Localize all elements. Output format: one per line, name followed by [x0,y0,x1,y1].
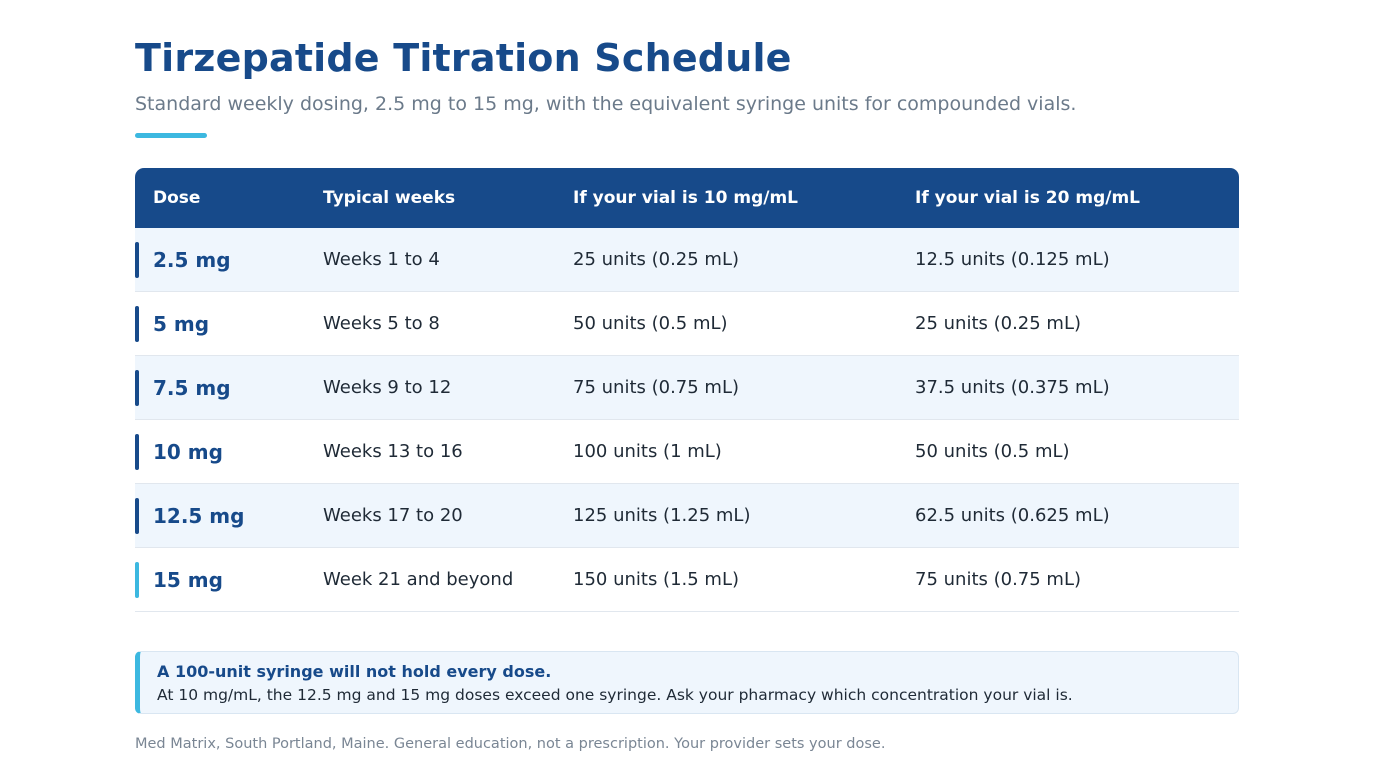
table-row: 2.5 mg Weeks 1 to 4 25 units (0.25 mL) 1… [135,228,1239,292]
table-row: 15 mg Week 21 and beyond 150 units (1.5 … [135,548,1239,612]
vial-10-cell: 125 units (1.25 mL) [573,505,751,526]
vial-20-cell: 75 units (0.75 mL) [915,569,1082,590]
weeks-cell: Weeks 9 to 12 [323,377,452,398]
vial-10-cell: 25 units (0.25 mL) [573,249,740,270]
vial-10-cell: 50 units (0.5 mL) [573,313,728,334]
vial-10-cell: 150 units (1.5 mL) [573,569,740,590]
row-marker [135,498,139,534]
row-marker [135,306,139,342]
vial-10-cell: 75 units (0.75 mL) [573,377,740,398]
table-header: Dose Typical weeks If your vial is 10 mg… [135,168,1239,228]
dose-cell: 2.5 mg [153,247,231,272]
table-row: 5 mg Weeks 5 to 8 50 units (0.5 mL) 25 u… [135,292,1239,356]
column-header-dose: Dose [153,188,201,208]
dose-cell: 12.5 mg [153,503,245,528]
table-row: 7.5 mg Weeks 9 to 12 75 units (0.75 mL) … [135,356,1239,420]
vial-10-cell: 100 units (1 mL) [573,441,722,462]
dose-cell: 7.5 mg [153,375,231,400]
row-marker [135,242,139,278]
vial-20-cell: 62.5 units (0.625 mL) [915,505,1110,526]
row-marker [135,370,139,406]
dose-cell: 15 mg [153,567,223,592]
row-marker [135,562,139,598]
syringe-warning-callout: A 100-unit syringe will not hold every d… [135,651,1239,714]
vial-20-cell: 37.5 units (0.375 mL) [915,377,1110,398]
dose-cell: 10 mg [153,439,223,464]
vial-20-cell: 25 units (0.25 mL) [915,313,1082,334]
callout-text: At 10 mg/mL, the 12.5 mg and 15 mg doses… [157,686,1073,704]
weeks-cell: Weeks 5 to 8 [323,313,440,334]
weeks-cell: Weeks 13 to 16 [323,441,463,462]
table-row: 12.5 mg Weeks 17 to 20 125 units (1.25 m… [135,484,1239,548]
vial-20-cell: 12.5 units (0.125 mL) [915,249,1110,270]
page-subtitle: Standard weekly dosing, 2.5 mg to 15 mg,… [135,93,1077,115]
title-accent-bar [135,133,207,138]
table-row: 10 mg Weeks 13 to 16 100 units (1 mL) 50… [135,420,1239,484]
weeks-cell: Weeks 1 to 4 [323,249,440,270]
row-marker [135,434,139,470]
column-header-vial-10: If your vial is 10 mg/mL [573,188,799,208]
page-title: Tirzepatide Titration Schedule [135,36,792,80]
callout-title: A 100-unit syringe will not hold every d… [157,662,552,681]
column-header-weeks: Typical weeks [323,188,456,208]
weeks-cell: Week 21 and beyond [323,569,514,590]
weeks-cell: Weeks 17 to 20 [323,505,463,526]
column-header-vial-20: If your vial is 20 mg/mL [915,188,1141,208]
vial-20-cell: 50 units (0.5 mL) [915,441,1070,462]
dose-cell: 5 mg [153,311,210,336]
footer-disclaimer: Med Matrix, South Portland, Maine. Gener… [135,736,886,752]
titration-table: Dose Typical weeks If your vial is 10 mg… [135,168,1239,612]
